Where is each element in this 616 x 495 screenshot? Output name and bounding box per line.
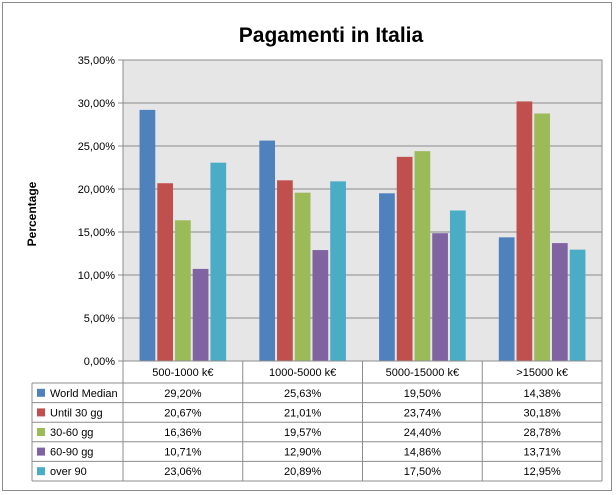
y-tick-label: 35,00% (78, 55, 116, 67)
bar (259, 140, 276, 361)
table-cell-value: 14,38% (523, 388, 561, 400)
data-table: 500-1000 k€ 1000-5000 k€ 5000-15000 k€ >150… (31, 361, 603, 482)
table-cell-value: 23,06% (164, 466, 202, 478)
legend-label: World Median (50, 388, 118, 400)
table-cell-value: 10,71% (164, 447, 202, 459)
bar (294, 192, 311, 361)
bar (449, 210, 466, 361)
table-cell-value: 25,63% (284, 388, 322, 400)
bar (569, 249, 586, 361)
bar (432, 233, 448, 361)
table-cell-value: 23,74% (404, 407, 442, 419)
bar (139, 109, 156, 361)
legend-key (37, 447, 45, 456)
y-tick-label: 10,00% (78, 270, 116, 282)
x-category-label: 500-1000 k€ (152, 367, 213, 379)
bar (175, 220, 191, 361)
legend-label: 60-90 gg (50, 447, 93, 459)
table-cell-value: 17,50% (404, 466, 442, 478)
y-tick-label: 5,00% (84, 313, 115, 325)
table-cell-value: 19,50% (404, 388, 442, 400)
bar (157, 183, 174, 361)
table-cell-value: 13,71% (523, 447, 561, 459)
table-cell-value: 12,95% (523, 466, 561, 478)
table-cell-value: 29,20% (164, 388, 202, 400)
table-cell-value: 19,57% (284, 427, 322, 439)
y-tick-label: 25,00% (78, 141, 116, 153)
legend-key (37, 388, 45, 397)
table-cell-value: 24,40% (404, 427, 442, 439)
bar (379, 193, 395, 361)
bar (277, 180, 293, 361)
y-tick-label: 30,00% (78, 98, 116, 110)
bar (551, 243, 568, 361)
bar (414, 151, 431, 361)
legend-label: over 90 (50, 466, 87, 478)
y-tick-label: 20,00% (78, 184, 116, 196)
table-cell-value: 14,86% (404, 447, 442, 459)
legend-label: Until 30 gg (50, 407, 103, 419)
legend-key (37, 408, 45, 417)
plot-area: 0,00% 5,00% 10,00% 15,00% 20,00% 25,00% 30,00%… (78, 55, 603, 368)
table-cell-value: 12,90% (284, 447, 322, 459)
bar (396, 156, 413, 361)
bar (312, 250, 329, 361)
bar (534, 113, 550, 361)
y-tick-label: 0,00% (84, 356, 115, 368)
bar (516, 101, 533, 362)
bar-chart: Pagamenti in Italia Percentage 0,00% 5,00… (25, 24, 603, 482)
legend-label: 30-60 gg (50, 427, 93, 439)
x-category-label: 1000-5000 k€ (269, 367, 336, 379)
chart-title: Pagamenti in Italia (239, 24, 424, 47)
legend-key (37, 467, 45, 476)
x-category-label: 5000-15000 k€ (386, 367, 459, 379)
table-cell-value: 16,36% (164, 427, 202, 439)
table-cell-value: 20,67% (164, 407, 202, 419)
table-cell-value: 28,78% (523, 427, 561, 439)
y-tick-label: 15,00% (78, 227, 116, 239)
table-cell-value: 21,01% (284, 407, 322, 419)
x-category-label: >15000 k€ (516, 367, 568, 379)
legend-key (37, 428, 45, 436)
table-cell-value: 20,89% (284, 466, 322, 478)
bar (498, 237, 515, 361)
chart-frame: Pagamenti in Italia Percentage 0,00% 5,00… (2, 2, 612, 491)
bar (210, 162, 227, 361)
table-cell-value: 30,18% (523, 407, 561, 419)
bar (192, 268, 209, 361)
bar (330, 181, 346, 361)
y-axis-label: Percentage (25, 181, 39, 246)
